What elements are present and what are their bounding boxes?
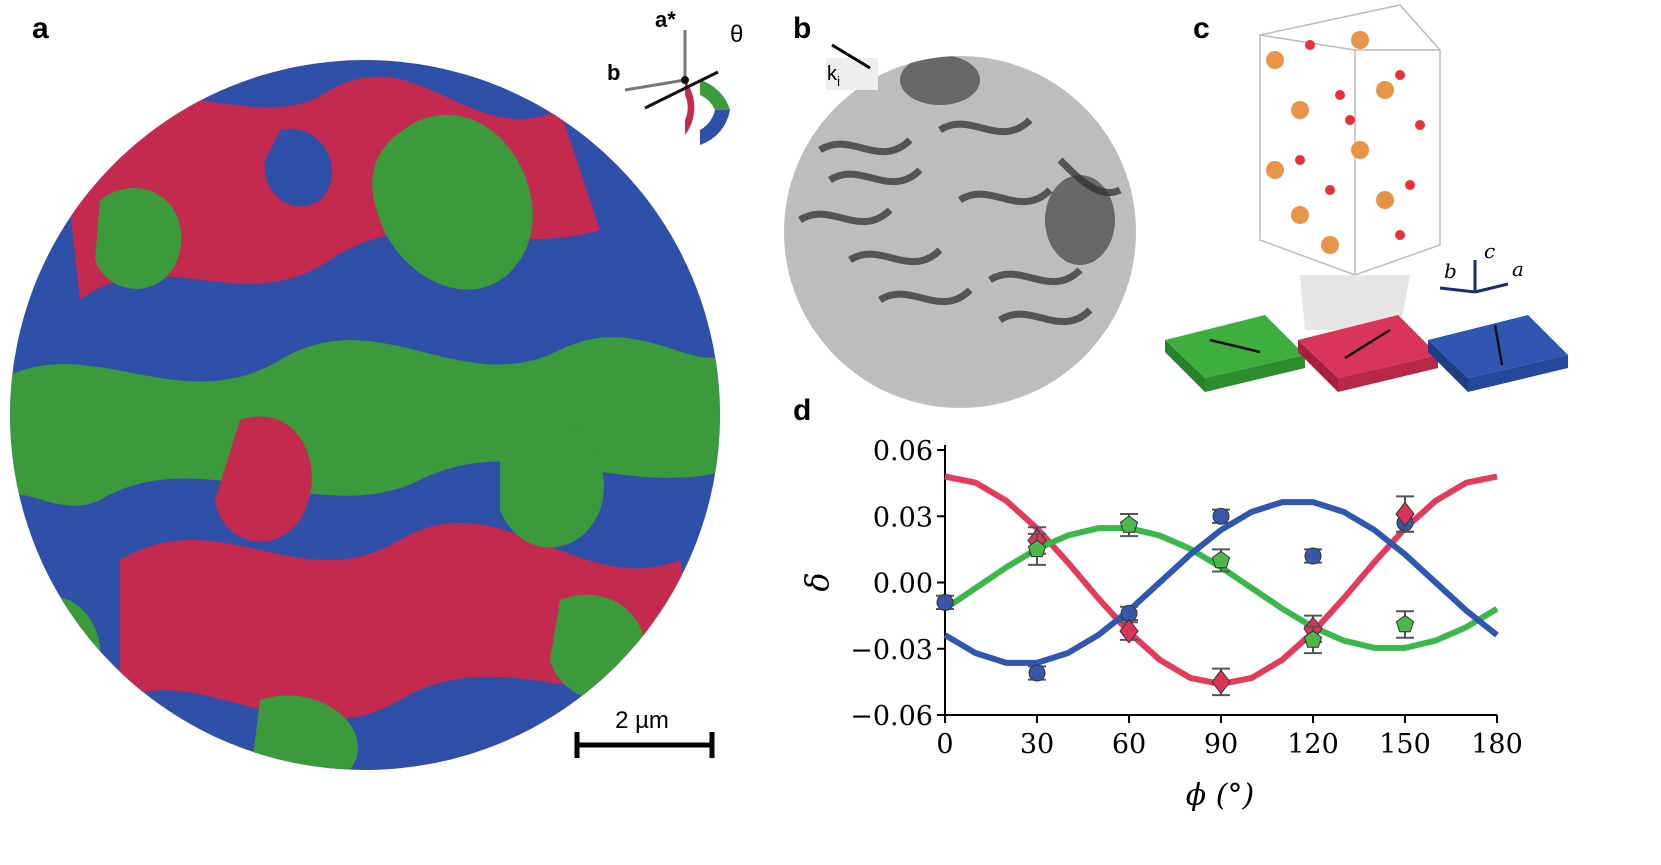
panel-label: b [793,12,811,45]
data-point [1119,618,1139,644]
data-point [1212,507,1230,525]
data-point [1211,550,1231,569]
y-axis-label: δ [798,572,836,591]
panel-label: a [32,12,49,45]
axis-label: a* [655,7,676,32]
xray-image [784,56,1136,408]
data-point [1119,515,1139,533]
data-point [1303,630,1323,648]
y-tick-label: 0.06 [873,436,933,467]
scale-bar-label: 2 µm [615,707,669,734]
data-point [1304,547,1322,565]
crystal-cell [1259,4,1441,276]
axes-triad [1439,260,1509,294]
axis-label: b [607,60,620,85]
panel-label: c [1193,12,1210,45]
arrow [831,43,871,70]
x-tick-label: 120 [1287,729,1339,760]
domain-slabs [1165,315,1568,392]
data-point [1028,664,1046,682]
axis-label: c [1484,239,1495,263]
x-axis-label: ϕ (°) [1186,778,1254,813]
wavevector: k [827,63,838,85]
data-point [1211,669,1231,695]
orientation-key [624,30,730,145]
y-tick-label: 0.00 [873,569,933,600]
domain-map [10,60,720,770]
x-tick-label: 180 [1471,729,1523,760]
y-tick-label: −0.03 [850,635,933,666]
x-tick-label: 0 [936,729,953,760]
x-tick-label: 60 [1112,729,1146,760]
wavevector-sub: i [837,73,840,89]
data-point [1395,614,1415,633]
axis-label: b [1444,259,1457,283]
axis-label: a [1512,257,1524,281]
fit-curve [944,473,1498,688]
y-tick-label: 0.03 [873,502,933,533]
atoms [1266,31,1425,254]
scale-bar [574,732,715,758]
data-point [936,593,954,611]
x-tick-label: 30 [1020,729,1054,760]
x-tick-label: 150 [1379,729,1431,760]
plot: −0.06 −0.03 0.00 0.03 0.06 0 30 60 90 120 150 180 [850,436,1523,760]
y-tick-label: −0.06 [850,701,933,732]
fit-curve [943,525,1499,651]
fit-curve [943,499,1499,666]
angle-label: θ [730,21,743,48]
x-tick-label: 90 [1204,729,1238,760]
data-point [1395,501,1415,527]
label-box [826,58,878,90]
data-point [1027,539,1047,558]
wavevector-label: ki [827,63,840,89]
panel-label: d [793,394,811,427]
projection [1300,275,1410,330]
